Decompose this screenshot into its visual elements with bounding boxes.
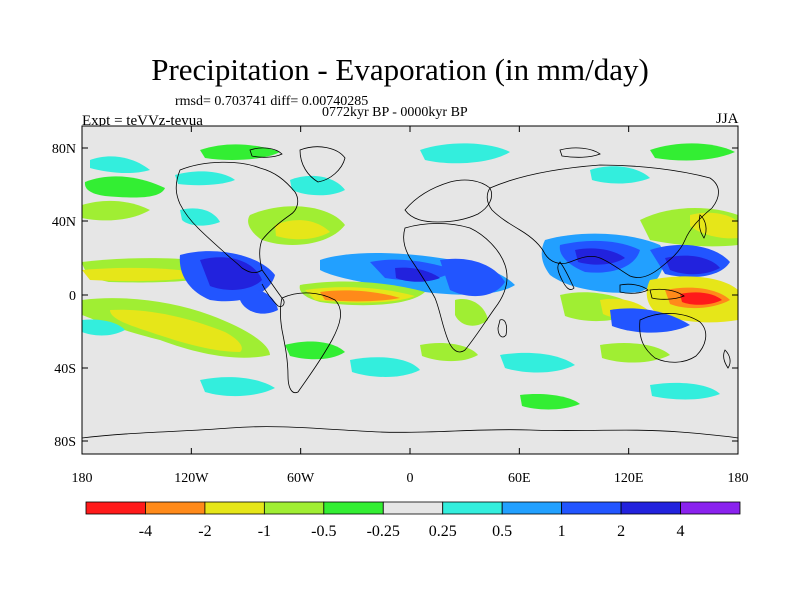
page-title: Precipitation - Evaporation (in mm/day): [151, 52, 649, 87]
colorbar-label: -4: [139, 523, 152, 540]
period-line: 0772kyr BP - 0000kyr BP: [322, 105, 468, 120]
lat-tick-label: 0: [69, 289, 76, 304]
longitude-axis: 180 120W 60W 0 60E 120E 180: [72, 126, 749, 486]
stats-line: rmsd= 0.703741 diff= 0.00740285: [175, 94, 369, 109]
lon-tick-label: 60W: [287, 471, 315, 486]
lat-tick-label: 80S: [54, 435, 76, 450]
season-label: JJA: [716, 111, 739, 127]
colorbar-swatch: [620, 501, 681, 515]
colorbar-swatch: [561, 501, 622, 515]
lon-tick-label: 120W: [174, 471, 209, 486]
colorbar-swatch: [263, 501, 325, 515]
lat-tick-label: 40N: [52, 215, 76, 230]
colorbar-swatch: [680, 501, 741, 515]
colorbar-label: 2: [617, 523, 625, 540]
colorbar-swatch: [501, 501, 563, 515]
colorbar-swatch: [145, 501, 206, 515]
colorbar: -4 -2 -1 -0.5 -0.25 0.25 0.5 1 2 4: [85, 501, 741, 540]
lon-tick-label: 120E: [614, 471, 644, 486]
latitude-axis: 80N 40N 0 40S 80S: [52, 142, 738, 450]
lat-tick-label: 80N: [52, 142, 76, 157]
colorbar-swatch: [204, 501, 265, 515]
lon-tick-label: 60E: [508, 471, 531, 486]
lon-tick-label: 0: [407, 471, 414, 486]
experiment-line: Expt = teVVz-tevua: [82, 113, 203, 129]
colorbar-swatch: [85, 501, 146, 515]
colorbar-label: -1: [258, 523, 271, 540]
colorbar-label: 1: [558, 523, 566, 540]
colorbar-label: -0.25: [367, 523, 400, 540]
lon-tick-label: 180: [728, 471, 749, 486]
colorbar-swatch: [382, 501, 444, 515]
colorbar-swatch: [323, 501, 384, 515]
colorbar-swatch: [442, 501, 503, 515]
colorbar-label: 0.25: [429, 523, 457, 540]
coastlines: [82, 146, 738, 439]
anomaly-field: [82, 143, 738, 410]
colorbar-label: 4: [677, 523, 685, 540]
lon-tick-label: 180: [72, 471, 93, 486]
lat-tick-label: 40S: [54, 362, 76, 377]
colorbar-label: -2: [198, 523, 211, 540]
colorbar-label: -0.5: [311, 523, 336, 540]
colorbar-label: 0.5: [492, 523, 512, 540]
